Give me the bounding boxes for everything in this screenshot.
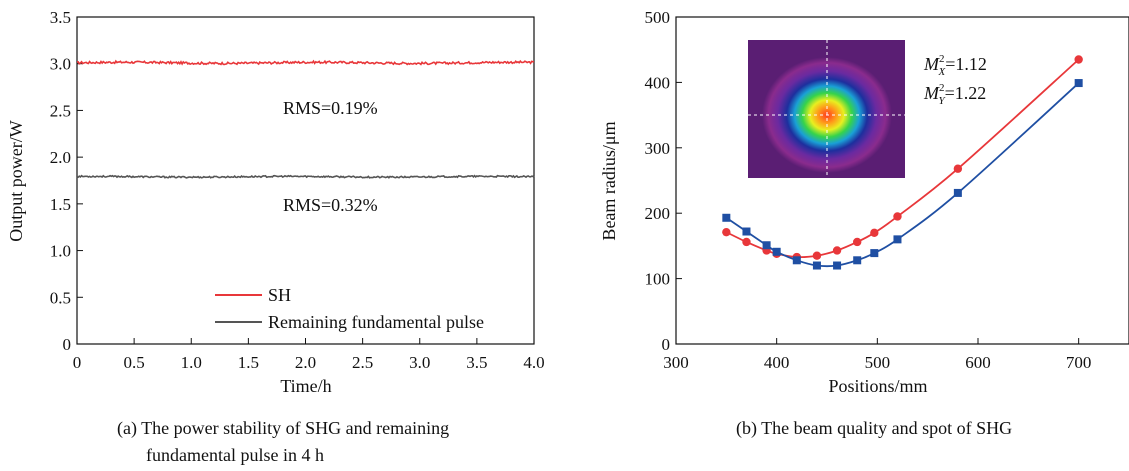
data-point-circle [893, 212, 902, 221]
legend-a: SH Remaining fundamental pulse [215, 285, 484, 332]
data-point-square [762, 241, 771, 250]
data-point-square [742, 227, 751, 236]
data-point-circle [853, 237, 862, 247]
ytick-label-a: 0 [63, 335, 72, 354]
xlabel-a: Time/h [280, 376, 331, 396]
data-point-circle [870, 228, 879, 238]
data-point-square [812, 261, 821, 270]
ytick-label-a: 2.5 [50, 101, 71, 120]
ytick-label-b: 0 [662, 335, 671, 354]
panel-a: 0 0.5 1.0 1.5 2.0 2.5 3.0 3.5 0 0.5 1.0 1.5 2.0 2.5 3… [6, 8, 545, 465]
annotation-my: M2 Y=1.22 [923, 82, 986, 107]
ytick-label-a: 0.5 [50, 288, 71, 307]
xtick-label-b: 600 [965, 353, 991, 372]
ylabel-b: Beam radius/μm [599, 121, 619, 240]
data-point-square [853, 256, 862, 265]
data-point-square [772, 247, 781, 256]
annotation-rms-sh: RMS=0.19% [283, 98, 378, 118]
data-point-square [792, 256, 801, 265]
annotation-mx: M2 X=1.12 [923, 53, 987, 78]
data-point-square [870, 249, 879, 258]
ytick-label-a: 3.0 [50, 55, 71, 74]
xtick-label-a: 2.0 [295, 353, 316, 372]
xtick-label-b: 300 [663, 353, 689, 372]
panel-b: 0 100 200 300 400 500 300 400 500 600 700 Beam ra… [599, 8, 1129, 439]
data-point-square [833, 261, 842, 270]
xtick-label-b: 500 [865, 353, 891, 372]
ytick-label-a: 2.0 [50, 148, 71, 167]
data-point-circle [812, 251, 822, 260]
caption-b: (b) The beam quality and spot of SHG [736, 418, 1012, 439]
ylabel-a: Output power/W [6, 120, 26, 241]
annotation-rms-fundamental: RMS=0.32% [283, 195, 378, 215]
caption-a-line1: (a) The power stability of SHG and remai… [117, 418, 449, 439]
data-point-circle [832, 246, 842, 255]
ytick-label-b: 500 [645, 8, 671, 27]
data-point-circle [722, 227, 731, 237]
ytick-label-a: 1.0 [50, 242, 71, 261]
caption-a-line2: fundamental pulse in 4 h [146, 445, 324, 465]
legend-label-fundamental: Remaining fundamental pulse [268, 312, 484, 332]
data-point-circle [953, 164, 963, 173]
ytick-label-a: 3.5 [50, 8, 71, 27]
xtick-label-a: 4.0 [523, 353, 544, 372]
data-point-square [722, 213, 731, 222]
xtick-label-a: 3.0 [409, 353, 430, 372]
ytick-label-b: 100 [645, 270, 671, 289]
xtick-label-a: 0 [73, 353, 82, 372]
data-point-square [953, 188, 962, 197]
series-fundamental-line [76, 174, 535, 179]
data-point-square [1074, 79, 1083, 88]
xtick-label-a: 1.5 [238, 353, 259, 372]
plot-frame-b [675, 16, 1129, 345]
xtick-label-a: 1.0 [181, 353, 202, 372]
ytick-label-b: 200 [645, 204, 671, 223]
ytick-label-a: 1.5 [50, 195, 71, 214]
data-point-circle [742, 237, 751, 247]
xlabel-b: Positions/mm [828, 376, 927, 396]
series-sh-line [76, 59, 535, 66]
ytick-label-b: 300 [645, 139, 671, 158]
legend-label-sh: SH [268, 285, 291, 305]
xtick-label-b: 700 [1066, 353, 1092, 372]
xtick-label-a: 2.5 [352, 353, 373, 372]
xtick-label-a: 3.5 [466, 353, 487, 372]
plot-frame-a [76, 16, 535, 345]
ytick-label-b: 400 [645, 73, 671, 92]
data-point-circle [1074, 55, 1083, 64]
data-point-square [893, 235, 902, 244]
xtick-label-b: 400 [764, 353, 790, 372]
xtick-label-a: 0.5 [124, 353, 145, 372]
beam-spot-inset [748, 40, 905, 178]
